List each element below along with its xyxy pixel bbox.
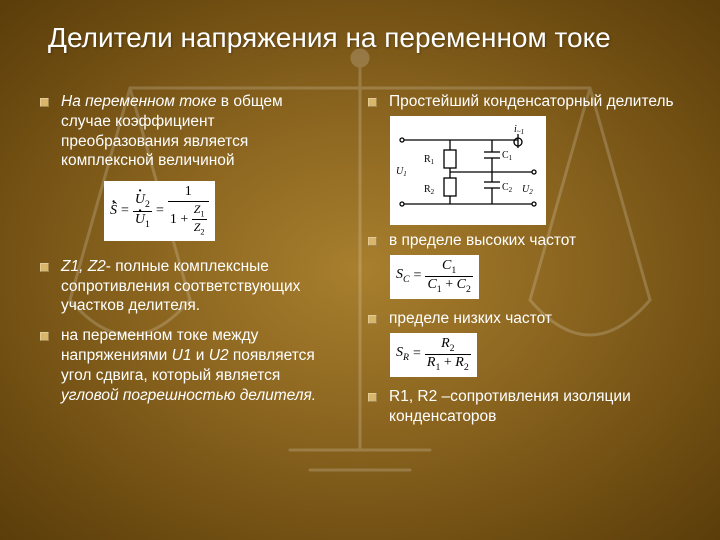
slide-title: Делители напряжения на переменном токе (0, 0, 720, 54)
right-bullet-3-text: пределе низких частот (389, 309, 552, 329)
bullet-icon (368, 237, 377, 246)
bullet-icon (40, 263, 49, 272)
left-column: На переменном токе в общем случае коэффи… (0, 92, 352, 532)
bullet-icon (368, 98, 377, 107)
right-bullet-1-text: Простейший конденсаторный делитель (389, 92, 674, 112)
right-bullet-2: в пределе высоких частот (368, 231, 692, 251)
bullet-icon (368, 315, 377, 324)
bullet-icon (368, 393, 377, 402)
right-bullet-1: Простейший конденсаторный делитель (368, 92, 692, 112)
left-bullet-1: На переменном токе в общем случае коэффи… (40, 92, 334, 171)
bullet-icon (40, 98, 49, 107)
left-bullet-2-text: Z1, Z2- полные комплексные сопротивления… (61, 257, 334, 316)
formula-sc: SC= C1C1 + C2 (390, 255, 692, 299)
right-column: Простейший конденсаторный делитель (352, 92, 720, 532)
circuit-diagram: U1 R1 R2 C1 C2 U2 i~1 (390, 116, 692, 225)
right-bullet-2-text: в пределе высоких частот (389, 231, 576, 251)
svg-text:C2: C2 (502, 182, 513, 194)
formula-sr: SR= R2R1 + R2 (390, 333, 692, 377)
right-bullet-4-text: R1, R2 –сопротивления изоляции конденсат… (389, 387, 692, 427)
left-bullet-2: Z1, Z2- полные комплексные сопротивления… (40, 257, 334, 316)
left-bullet-1-text: На переменном токе в общем случае коэффи… (61, 92, 334, 171)
svg-text:C1: C1 (502, 150, 513, 162)
right-bullet-4: R1, R2 –сопротивления изоляции конденсат… (368, 387, 692, 427)
formula-main: Ŝ= U2U1 = 11 + Z1Z2 (104, 181, 334, 241)
content-area: На переменном токе в общем случае коэффи… (0, 92, 720, 532)
right-bullet-3: пределе низких частот (368, 309, 692, 329)
svg-text:R2: R2 (424, 184, 435, 196)
svg-text:U2: U2 (522, 184, 533, 196)
svg-text:U1: U1 (396, 166, 407, 178)
svg-text:R1: R1 (424, 154, 435, 166)
svg-text:i~1: i~1 (514, 124, 524, 136)
bullet-icon (40, 332, 49, 341)
left-bullet-3-text: на переменном токе между напряжениями U1… (61, 326, 334, 405)
left-bullet-3: на переменном токе между напряжениями U1… (40, 326, 334, 405)
